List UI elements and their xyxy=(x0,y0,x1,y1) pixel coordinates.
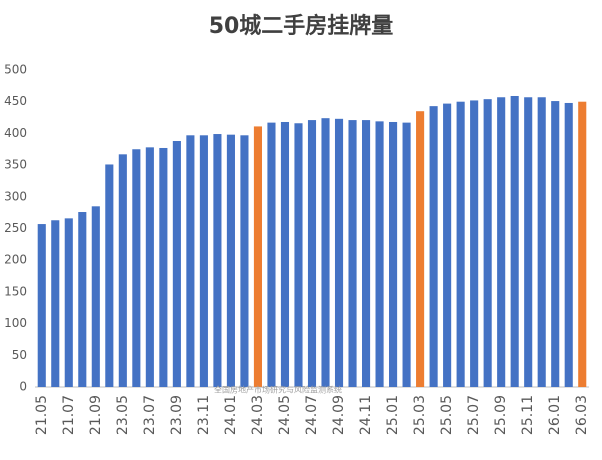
bar xyxy=(389,121,398,387)
bar xyxy=(443,103,452,388)
y-tick-label: 0 xyxy=(19,380,27,394)
x-tick-label: 21.09 xyxy=(88,395,104,435)
x-tick-label: 23.11 xyxy=(196,395,212,435)
bar xyxy=(551,101,560,387)
bar xyxy=(159,147,168,387)
y-tick-label: 200 xyxy=(4,253,27,267)
bar xyxy=(145,147,154,387)
bar xyxy=(416,111,425,388)
bar xyxy=(483,99,492,387)
bar xyxy=(280,121,290,387)
bar xyxy=(537,97,546,388)
bar xyxy=(564,102,573,387)
x-tick-label: 25.05 xyxy=(439,395,455,435)
bar xyxy=(186,135,195,387)
bar xyxy=(78,212,87,387)
x-tick-label: 25.09 xyxy=(493,395,509,435)
y-tick-label: 100 xyxy=(4,316,27,330)
bar xyxy=(578,101,587,387)
bar xyxy=(267,122,276,387)
x-tick-label: 25.07 xyxy=(466,395,482,435)
bar xyxy=(91,206,100,387)
y-tick-label: 350 xyxy=(4,158,27,172)
x-tick-label: 24.01 xyxy=(223,395,239,435)
bar xyxy=(361,120,371,387)
bar xyxy=(510,95,519,387)
y-tick-label: 400 xyxy=(4,126,27,140)
bar xyxy=(51,220,60,387)
x-tick-label: 26.03 xyxy=(574,395,590,435)
bar xyxy=(294,123,303,388)
x-tick-label: 23.09 xyxy=(169,395,185,435)
bar xyxy=(199,135,208,387)
bar xyxy=(253,126,263,388)
x-tick-label: 24.03 xyxy=(250,395,266,435)
bar xyxy=(334,118,344,388)
y-tick-label: 150 xyxy=(4,284,27,298)
x-tick-label: 21.07 xyxy=(61,395,77,435)
y-tick-label: 500 xyxy=(4,63,27,77)
y-tick-label: 250 xyxy=(4,221,27,235)
bar xyxy=(348,120,357,387)
bar xyxy=(524,97,533,388)
x-tick-label: 21.05 xyxy=(34,395,50,435)
watermark: 全国房地产市场研究与风险监测系统 xyxy=(214,385,342,395)
bar xyxy=(132,149,141,387)
x-tick-label: 26.01 xyxy=(547,395,563,435)
bar xyxy=(375,121,384,387)
bar xyxy=(105,164,114,387)
bar xyxy=(402,122,411,387)
bar xyxy=(321,118,330,388)
x-tick-label: 25.01 xyxy=(385,395,401,435)
x-tick-label: 24.07 xyxy=(304,395,320,435)
bar xyxy=(456,101,465,387)
chart-title: 50城二手房挂牌量 xyxy=(209,13,394,39)
bar xyxy=(429,106,438,387)
x-tick-label: 24.05 xyxy=(277,395,293,435)
bar xyxy=(226,134,235,387)
y-tick-label: 50 xyxy=(12,348,27,362)
x-tick-label: 23.07 xyxy=(142,395,158,435)
bar xyxy=(37,224,46,387)
x-tick-label: 23.05 xyxy=(115,395,131,435)
x-tick-label: 24.09 xyxy=(331,395,347,435)
x-tick-label: 24.11 xyxy=(358,395,374,435)
bar xyxy=(470,100,479,387)
x-tick-label: 25.03 xyxy=(412,395,428,435)
x-tick-label: 25.11 xyxy=(520,395,536,435)
bar xyxy=(172,141,181,387)
bar xyxy=(307,120,317,387)
bar xyxy=(213,134,222,387)
bar xyxy=(64,218,73,387)
bar xyxy=(497,97,506,388)
y-tick-label: 450 xyxy=(4,94,27,108)
y-tick-label: 300 xyxy=(4,189,27,203)
bar xyxy=(118,154,127,387)
bar xyxy=(240,135,249,387)
